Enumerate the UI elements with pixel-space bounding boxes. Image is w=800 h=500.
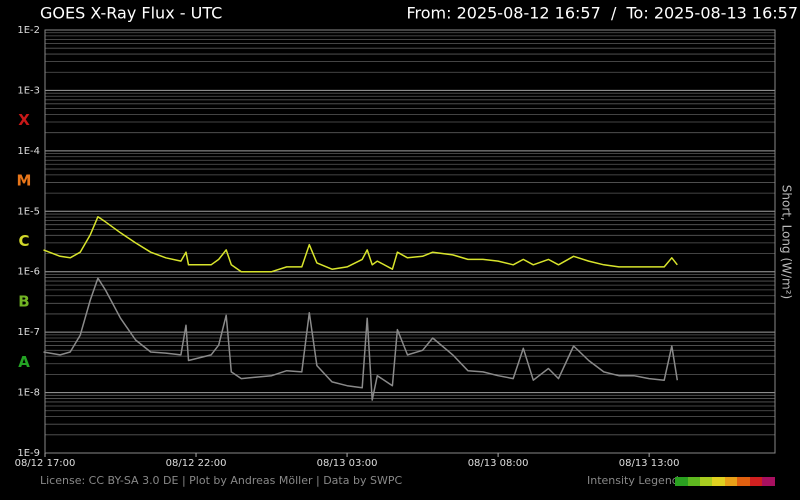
x-tick-label: 08/13 08:00 [468,458,529,469]
plot-frame [44,29,776,454]
x-tick-label: 08/13 13:00 [619,458,680,469]
y-tick-label: 1E-5 [17,206,40,217]
x-tick-label: 08/12 17:00 [15,458,76,469]
y-axis-label: Short, Long (W/m²) [780,185,794,299]
y-tick-label: 1E-9 [17,448,40,459]
y-tick-label: 1E-3 [17,85,40,96]
y-tick-label: 1E-4 [17,146,40,157]
flare-class-label: A [18,353,30,371]
series-line [43,216,678,273]
flare-class-label: B [18,292,29,310]
flare-class-label: C [18,232,29,250]
flare-class-label: M [17,172,32,190]
y-tick-label: 1E-6 [17,267,40,278]
chart-subtitle: From: 2025-08-12 16:57 / To: 2025-08-13 … [406,4,798,23]
y-tick-label: 1E-7 [17,327,40,338]
y-tick-label: 1E-2 [17,25,40,36]
chart-title: GOES X-Ray Flux - UTC [40,4,222,23]
flare-class-label: X [18,111,30,129]
intensity-legend-bar [675,477,775,486]
series-line [43,277,679,401]
x-tick-label: 08/13 03:00 [317,458,378,469]
x-tick-label: 08/12 22:00 [166,458,227,469]
legend-label: Intensity Legend [587,474,679,487]
footer: License: CC BY-SA 3.0 DE | Plot by Andre… [40,474,402,487]
y-tick-label: 1E-8 [17,388,40,399]
